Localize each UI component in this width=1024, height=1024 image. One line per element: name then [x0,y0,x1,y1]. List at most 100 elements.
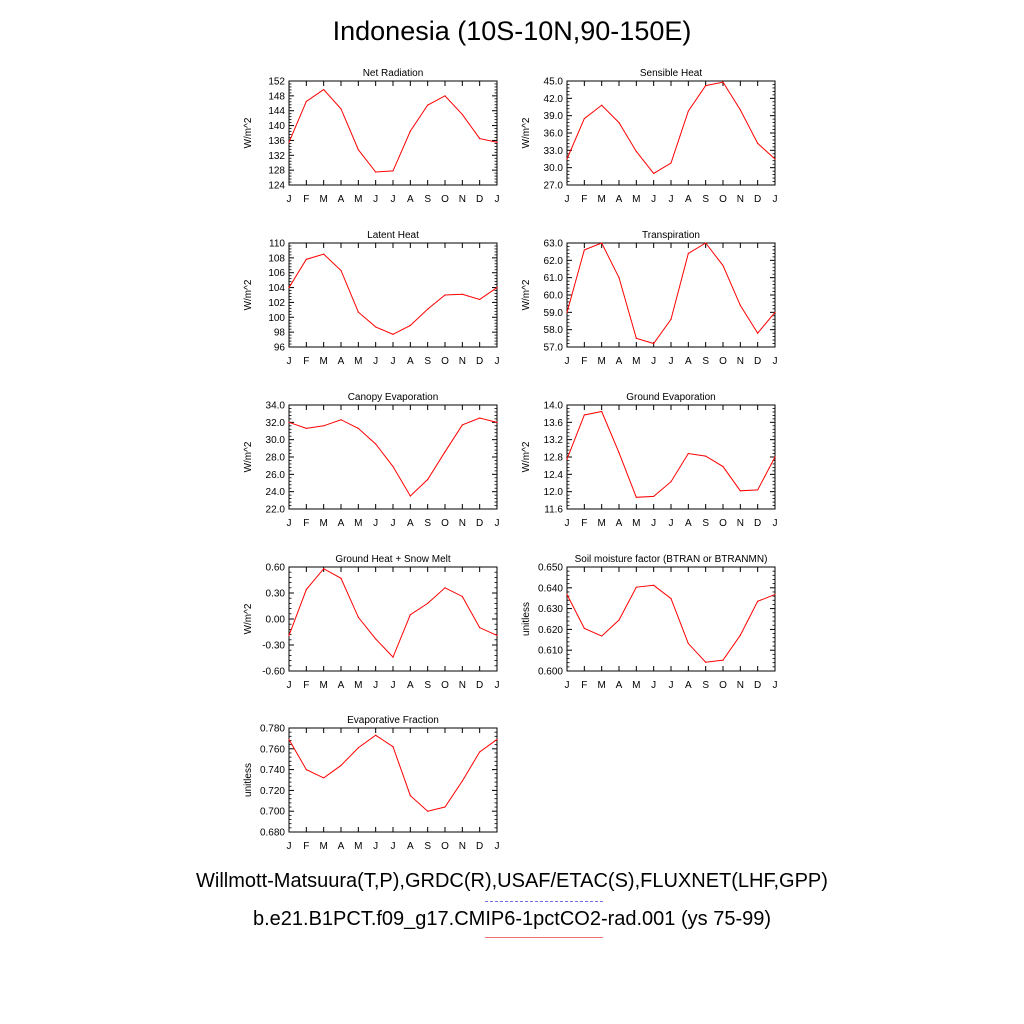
x-tick-label: S [702,680,709,691]
x-tick-label: J [391,680,396,691]
data-point [409,614,411,616]
data-point [375,638,377,640]
y-tick-label: 0.650 [538,563,563,574]
x-tick-label: J [565,518,570,529]
y-tick-label: 45.0 [544,77,564,88]
data-point [305,769,307,771]
data-point [496,421,498,423]
x-tick-label: O [719,194,727,205]
x-tick-label: M [632,518,640,529]
data-point [687,252,689,254]
x-tick-label: F [581,680,587,691]
x-tick-label: J [287,841,292,852]
chart-title: Transpiration [642,230,700,241]
data-point [479,751,481,753]
x-tick-label: O [719,356,727,367]
x-tick-label: J [373,194,378,205]
y-tick-label: 0.630 [538,604,563,615]
series-line [288,253,498,335]
y-tick-label: 59.0 [544,308,564,319]
x-tick-label: O [441,518,449,529]
y-tick-label: 32.0 [266,418,286,429]
data-point [618,122,620,124]
data-point [305,100,307,103]
data-point [323,88,325,91]
data-point [288,421,290,423]
series-line [566,242,776,345]
x-tick-label: J [287,356,292,367]
plot-frame [566,80,776,186]
data-point [722,81,724,83]
plot-frame [288,566,498,672]
data-point [705,85,707,87]
data-point [774,311,776,313]
y-tick-label: 22.0 [266,505,286,516]
x-tick-label: A [616,518,623,529]
x-tick-label: A [338,518,345,529]
plot-frame [288,80,498,186]
y-tick-label: 13.2 [544,435,564,446]
data-point [375,443,377,445]
data-point [583,117,585,120]
x-tick-label: A [407,518,414,529]
x-tick-label: J [391,841,396,852]
x-tick-label: J [565,194,570,205]
data-point [427,104,429,106]
x-tick-label: M [354,194,362,205]
series-line [288,88,498,173]
series-line [566,584,776,663]
x-tick-label: A [685,356,692,367]
data-point [444,95,446,97]
y-tick-label: 0.760 [260,744,285,755]
x-tick-label: M [319,194,327,205]
x-tick-label: M [597,194,605,205]
data-point [757,600,759,602]
x-tick-label: J [495,841,500,852]
data-point [461,293,463,295]
data-point [757,332,759,334]
y-tick-label: 98 [274,328,286,339]
data-point [566,458,568,460]
data-point [409,324,411,327]
x-tick-label: F [581,518,587,529]
data-point [340,764,342,767]
x-tick-label: S [424,518,431,529]
plot-frame [566,404,776,510]
data-point [496,141,498,143]
y-tick-label: 148 [268,91,285,102]
x-tick-label: M [597,356,605,367]
x-tick-label: F [581,194,587,205]
x-tick-label: M [597,518,605,529]
footer-case-label: b.e21.B1PCT.f09_g17.CMIP6-1pctCO2-rad.00… [252,908,772,930]
y-tick-label: 61.0 [544,273,564,284]
x-tick-label: S [424,356,431,367]
y-tick-label: 0.00 [266,615,286,626]
x-tick-label: J [669,680,674,691]
x-tick-label: N [459,680,466,691]
x-tick-label: O [441,356,449,367]
data-point [601,410,603,413]
y-tick-label: 0.680 [260,828,285,839]
x-tick-label: O [719,680,727,691]
data-point [392,746,394,748]
data-point [427,308,429,310]
x-tick-label: J [773,680,778,691]
x-tick-label: A [407,680,414,691]
chart-title: Ground Heat + Snow Melt [335,554,451,565]
page-title: Indonesia (10S-10N,90-150E) [332,16,692,46]
data-point [305,427,307,429]
data-point [774,158,776,160]
x-tick-label: M [319,356,327,367]
data-point [357,311,359,313]
y-tick-label: 104 [268,283,285,294]
y-tick-label: 0.610 [538,646,563,657]
data-point [409,795,411,797]
data-point [340,419,342,421]
y-tick-label: 33.0 [544,146,564,157]
data-point [340,577,342,579]
data-point [722,264,724,267]
x-tick-label: D [754,518,761,529]
x-tick-label: S [424,194,431,205]
data-point [670,162,672,164]
